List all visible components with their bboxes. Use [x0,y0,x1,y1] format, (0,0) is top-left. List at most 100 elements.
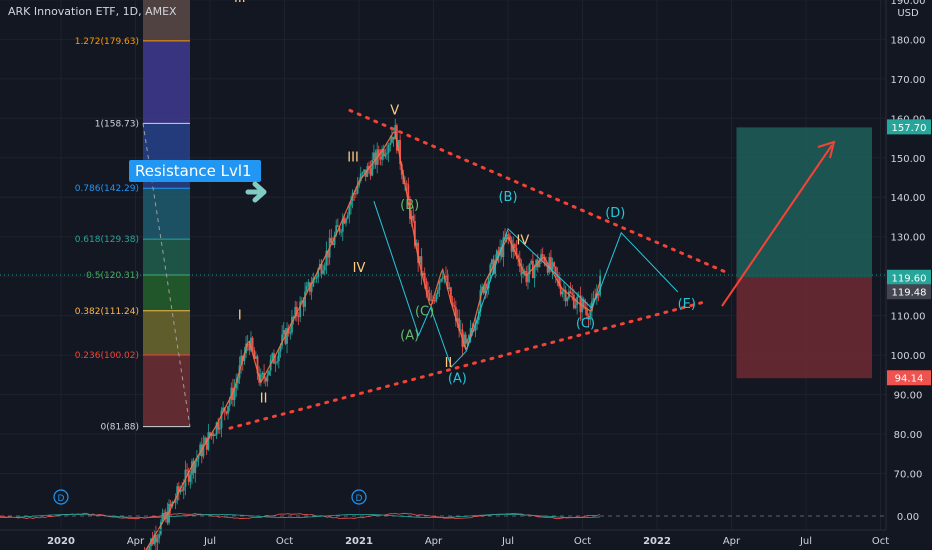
candle-body [277,351,280,362]
dividend-marker[interactable]: D [53,489,69,505]
candle-body [481,286,483,291]
triangle-trendlines[interactable] [228,108,730,430]
candlestick-series [144,118,601,550]
candle-body [310,286,313,292]
wave-label: V [390,103,399,118]
candle-body [317,269,320,278]
candle-body [545,262,547,266]
candle-body [325,250,328,266]
candle-body [566,297,569,302]
candle-body [525,271,528,283]
candle-body [550,257,552,270]
candle-body [202,443,205,457]
wave-projection[interactable] [373,201,679,368]
resistance-annotation[interactable]: Resistance Lvl1 [129,160,267,203]
candle-body [445,275,447,277]
candle-body [559,286,562,295]
time-tick-label: Apr [723,536,741,547]
price-badge-label: 157.70 [892,123,927,134]
candle-body [399,140,402,164]
candle-body [397,140,400,151]
candle-body [476,320,479,324]
wave-label: I [238,309,242,324]
candle-body [428,292,431,301]
candle-body [243,353,246,362]
candle-body [336,225,339,227]
candle-body [502,237,505,258]
candle-body [463,334,465,347]
candle-body [182,486,185,491]
candle-body [589,311,592,320]
price-tick-label: 110.00 [891,312,926,323]
candle-body [572,294,575,309]
candle-body [153,534,156,545]
candle-body [553,262,556,267]
wave-label: I [119,0,123,2]
candle-body [330,237,333,244]
price-badge-label: 119.48 [892,288,927,299]
candle-body [535,259,538,268]
candle-body [491,259,493,265]
candle-body [194,461,197,473]
candle-body [299,301,302,317]
fib-level-label: 1.272(179.63) [75,37,139,47]
candle-body [543,256,546,263]
candle-body [569,291,572,294]
candle-body [279,345,282,352]
candle-body [235,383,238,389]
projection-arrow[interactable] [721,140,836,307]
candle-body [523,271,526,273]
candle-body [340,231,343,233]
price-axis[interactable]: 190.00180.00170.00160.00150.00140.00130.… [885,0,932,550]
candle-body [561,291,564,295]
candle-body [407,184,410,200]
dividend-marker[interactable]: D [351,489,367,505]
candle-body [468,335,470,339]
wave-label: (D) [605,206,625,221]
fib-level-label: 1(158.73) [95,119,139,129]
fib-band [143,0,190,41]
long-position-tool[interactable] [736,127,873,379]
wave-path[interactable] [373,201,679,368]
candle-body [327,250,329,258]
price-tick-label: 190.00 [891,0,926,7]
candle-body [509,235,511,240]
candle-body [387,145,390,153]
candle-body [425,280,428,290]
wave-label: (C) [415,305,434,320]
price-tick-label: 80.00 [894,430,923,441]
candle-body [540,254,542,262]
fibonacci-retracement[interactable]: 1.272(179.63) 1(158.73) 0.786(142.29) 0.618… [0,0,886,433]
candle-body [412,215,415,221]
time-axis[interactable]: 2020 Apr Jul Oct 2021 Apr Jul Oct 2022 Apr Jul Oct [0,529,889,547]
fib-level-label: 0.5(120.31) [86,271,139,281]
wave-label: (A) [400,328,419,343]
fib-band [143,239,190,275]
fib-band [143,310,190,356]
candle-body [191,461,193,475]
candle-body [228,400,231,407]
time-tick-label: 2021 [345,536,373,547]
candle-body [497,250,500,256]
candle-body [333,235,336,245]
candle-body [181,489,184,491]
candle-body [420,256,423,276]
candle-body [423,273,426,281]
candle-body [479,290,482,312]
candle-body [359,173,362,182]
candle-body [287,327,290,334]
upper-trendline[interactable] [348,108,730,275]
candle-body [302,300,305,307]
lower-trendline[interactable] [228,300,707,430]
time-tick-label: Oct [574,536,591,547]
candle-body [276,361,279,363]
candle-body [156,538,159,543]
candle-body [466,338,469,344]
time-tick-label: Apr [127,536,145,547]
candle-body [413,220,416,246]
candle-body [441,277,444,280]
candle-body [379,156,382,160]
candle-body [538,261,541,268]
candle-body [281,334,284,346]
